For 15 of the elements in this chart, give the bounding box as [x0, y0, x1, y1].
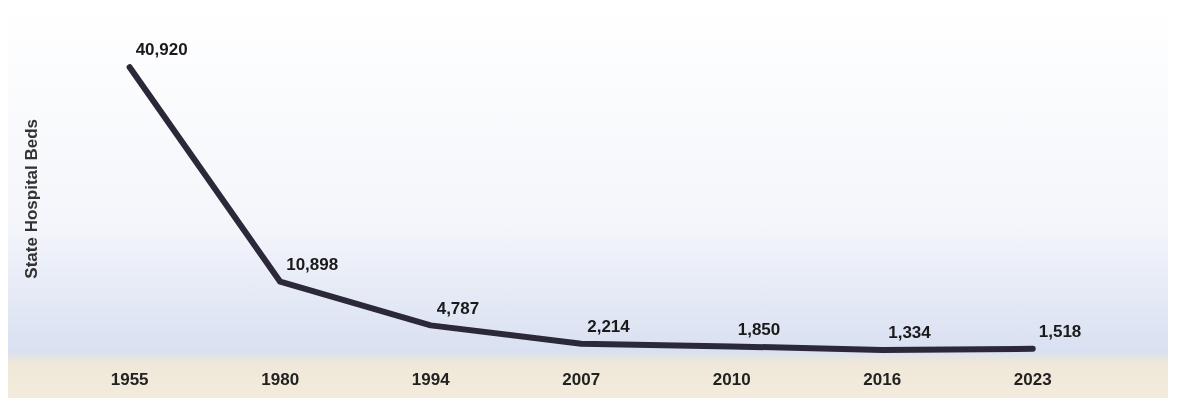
y-axis-title: State Hospital Beds	[21, 118, 41, 279]
data-label: 10,898	[286, 254, 339, 274]
data-label: 1,334	[888, 323, 932, 343]
x-tick-label: 1980	[261, 370, 300, 390]
x-tick-label: 2016	[863, 370, 902, 390]
x-tick-label: 2010	[712, 370, 751, 390]
x-tick-label: 1994	[411, 370, 451, 390]
data-label: 40,920	[135, 40, 188, 60]
data-label: 1,850	[737, 319, 781, 339]
x-tick-label: 2023	[1013, 370, 1052, 390]
x-tick-label: 1955	[110, 370, 149, 390]
data-label: 4,787	[436, 298, 480, 318]
data-label: 2,214	[587, 316, 631, 336]
data-label: 1,518	[1038, 321, 1082, 341]
x-tick-label: 2007	[562, 370, 601, 390]
